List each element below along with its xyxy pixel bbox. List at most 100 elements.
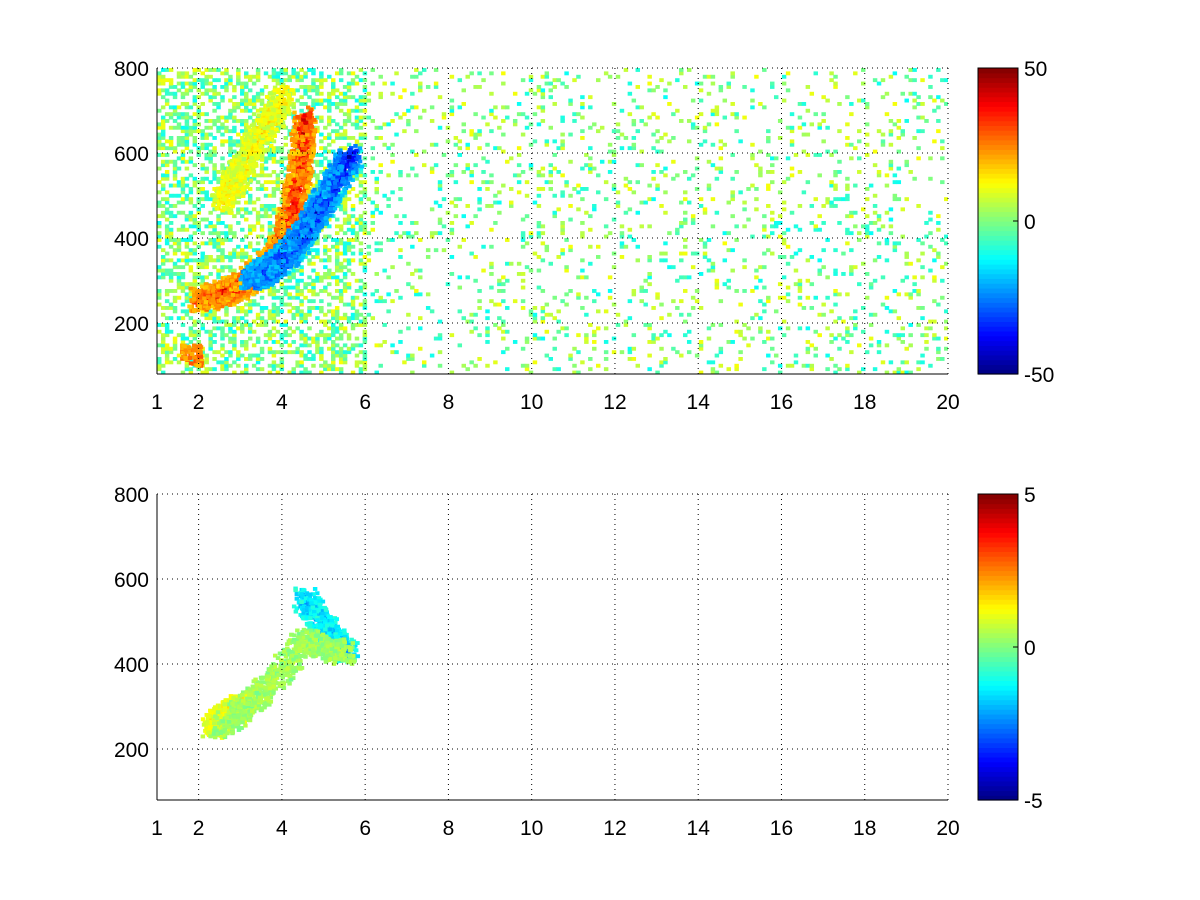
heatmap-cell: [647, 81, 652, 86]
heatmap-cell: [271, 149, 277, 154]
heatmap-cell: [212, 326, 217, 331]
heatmap-cell: [710, 163, 716, 168]
heatmap-cell: [342, 210, 348, 215]
heatmap-cell: [944, 197, 948, 202]
heatmap-cell: [750, 105, 755, 110]
heatmap-cell: [370, 227, 376, 232]
heatmap-cell: [172, 112, 178, 117]
heatmap-cell: [354, 360, 360, 365]
heatmap-cell: [358, 251, 364, 256]
heatmap-cell: [603, 71, 609, 76]
heatmap-cell: [690, 306, 696, 310]
heatmap-cell: [157, 125, 162, 130]
heatmap-cell: [936, 105, 941, 110]
heatmap-cell: [536, 193, 542, 198]
heatmap-cell: [738, 190, 743, 195]
heatmap-cell: [548, 312, 553, 317]
heatmap-cell: [706, 122, 712, 127]
heatmap-cell: [805, 350, 811, 355]
heatmap-cell: [362, 360, 368, 365]
heatmap-cell: [164, 360, 170, 365]
heatmap-cell: [568, 244, 573, 249]
heatmap-cell: [497, 282, 502, 287]
heatmap-cell: [777, 190, 783, 195]
heatmap-cell: [342, 282, 348, 287]
heatmap-cell: [880, 360, 886, 365]
heatmap-cell: [390, 159, 395, 164]
heatmap-cell: [524, 265, 530, 270]
heatmap-cell: [323, 336, 328, 341]
heatmap-cell: [157, 88, 162, 93]
heatmap-cell: [548, 261, 553, 266]
heatmap-cell: [647, 367, 652, 372]
heatmap-cell: [303, 102, 308, 106]
heatmap-cell: [180, 115, 186, 120]
heatmap-cell: [421, 163, 427, 168]
heatmap-cell: [354, 98, 360, 103]
heatmap-cell: [702, 74, 708, 79]
heatmap-cell: [240, 306, 245, 310]
heatmap-cell: [912, 105, 917, 110]
heatmap-cell: [683, 333, 688, 338]
heatmap-cell: [327, 102, 332, 106]
heatmap-cell: [734, 224, 739, 229]
heatmap-cell: [809, 363, 815, 368]
heatmap-cell: [477, 146, 482, 151]
heatmap-cell: [540, 258, 546, 263]
heatmap-cell: [255, 336, 261, 341]
heatmap-cell: [710, 323, 716, 327]
heatmap-cell: [944, 326, 948, 331]
heatmap-cell: [176, 241, 182, 246]
heatmap-cell: [920, 115, 925, 120]
heatmap-cell: [932, 319, 937, 324]
heatmap-cell: [588, 146, 593, 151]
heatmap-cell: [742, 207, 747, 212]
heatmap-cell: [160, 68, 166, 72]
heatmap-cell: [362, 333, 368, 338]
heatmap-cell: [323, 319, 328, 324]
heatmap-cell: [295, 71, 300, 76]
heatmap-cell: [232, 105, 237, 110]
heatmap-cell: [920, 275, 925, 280]
heatmap-cell: [216, 115, 221, 120]
heatmap-cell: [437, 95, 443, 100]
heatmap-cell: [508, 204, 514, 208]
heatmap-cell: [204, 153, 209, 157]
heatmap-cell: [228, 136, 233, 140]
heatmap-cell: [228, 139, 233, 144]
heatmap-cell: [580, 275, 585, 280]
heatmap-cell: [825, 353, 830, 358]
heatmap-cell: [180, 275, 186, 280]
heatmap-cell: [592, 166, 597, 171]
heatmap-cell: [398, 197, 403, 202]
heatmap-cell: [157, 244, 162, 249]
heatmap-cell: [208, 336, 213, 341]
heatmap-cell: [932, 108, 937, 113]
heatmap-cell: [766, 153, 771, 157]
heatmap-cell: [196, 340, 202, 344]
heatmap-cell: [505, 329, 510, 334]
heatmap-cell: [259, 357, 265, 361]
heatmap-cell: [536, 105, 542, 110]
heatmap-cell: [809, 204, 815, 208]
heatmap-cell: [283, 289, 289, 293]
heatmap-cell: [738, 329, 743, 334]
heatmap-cell: [168, 204, 174, 208]
heatmap-cell: [172, 343, 178, 348]
heatmap-cell: [168, 302, 174, 307]
heatmap-cell: [770, 210, 775, 215]
heatmap-cell: [160, 197, 166, 202]
heatmap-cell: [251, 319, 257, 324]
heatmap-cell: [188, 251, 194, 256]
heatmap-cell: [837, 292, 842, 297]
heatmap-cell: [920, 129, 925, 134]
heatmap-cell: [244, 319, 249, 324]
heatmap-cell: [208, 210, 213, 215]
heatmap-cell: [928, 217, 933, 222]
heatmap-cell: [560, 146, 565, 151]
heatmap-cell: [224, 129, 229, 134]
heatmap-cell: [223, 299, 228, 304]
heatmap-cell: [900, 234, 905, 239]
heatmap-cell: [564, 180, 569, 185]
heatmap-cell: [524, 214, 530, 219]
